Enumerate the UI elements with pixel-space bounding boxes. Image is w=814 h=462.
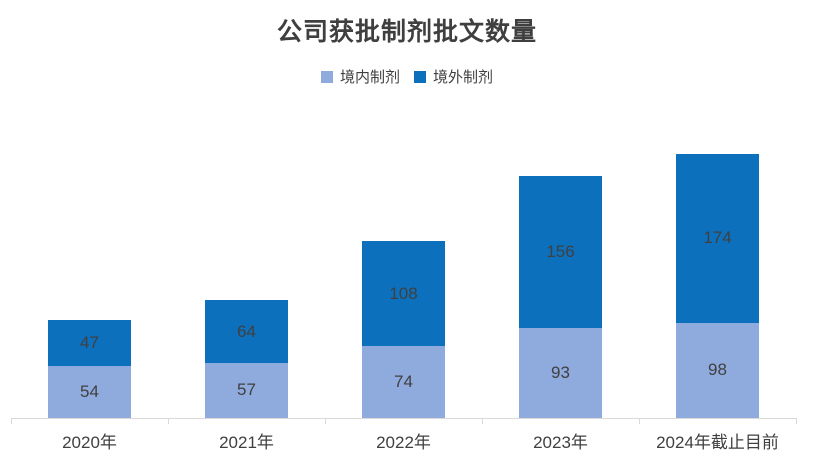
x-axis-category-label: 2020年 <box>62 433 117 452</box>
bar-segment-境内制剂-2024年截止目前 <box>676 322 759 418</box>
x-axis-tick <box>325 418 326 424</box>
x-axis-line <box>11 418 796 419</box>
legend-item-0: 境内制剂 <box>320 66 400 87</box>
data-label: 108 <box>389 283 418 303</box>
legend: 境内制剂 境外制剂 <box>0 66 814 87</box>
data-label: 93 <box>551 362 570 382</box>
legend-swatch-icon <box>414 70 426 83</box>
x-axis-tick <box>11 418 12 424</box>
x-axis-category-label: 2022年 <box>376 433 431 452</box>
bar-segment-境内制剂-2023年 <box>519 327 602 418</box>
bar-segment-境外制剂-2020年 <box>48 319 131 366</box>
data-label: 98 <box>708 360 727 380</box>
bar-segment-境内制剂-2020年 <box>48 365 131 418</box>
x-axis-tick <box>639 418 640 424</box>
x-axis-tick <box>796 418 797 424</box>
data-label: 74 <box>394 372 413 392</box>
bar-segment-境外制剂-2024年截止目前 <box>676 153 759 323</box>
legend-item-1: 境外制剂 <box>414 66 493 87</box>
data-label: 57 <box>237 380 256 400</box>
data-label: 156 <box>546 241 575 261</box>
data-label: 174 <box>703 228 732 248</box>
legend-label: 境内制剂 <box>339 69 400 86</box>
bar-segment-境外制剂-2022年 <box>362 241 445 347</box>
bar-segment-境内制剂-2022年 <box>362 346 445 418</box>
x-axis-category-label: 2024年截止目前 <box>656 433 779 452</box>
x-axis-tick <box>482 418 483 424</box>
bar-segment-境内制剂-2021年 <box>205 362 288 418</box>
x-axis-category-label: 2023年 <box>533 433 588 452</box>
legend-label: 境外制剂 <box>433 69 494 86</box>
bar-segment-境外制剂-2021年 <box>205 300 288 363</box>
data-label: 64 <box>237 321 256 341</box>
x-axis-tick <box>168 418 169 424</box>
plot-area: 54 47 57 64 74 108 93 156 98 174 <box>11 146 796 418</box>
legend-swatch-icon <box>320 70 333 83</box>
x-axis-category-label: 2021年 <box>219 433 274 452</box>
bar-segment-境外制剂-2023年 <box>519 176 602 328</box>
data-label: 47 <box>80 332 99 352</box>
data-label: 54 <box>80 381 99 401</box>
chart-title: 公司获批制剂批文数量 <box>276 18 537 46</box>
